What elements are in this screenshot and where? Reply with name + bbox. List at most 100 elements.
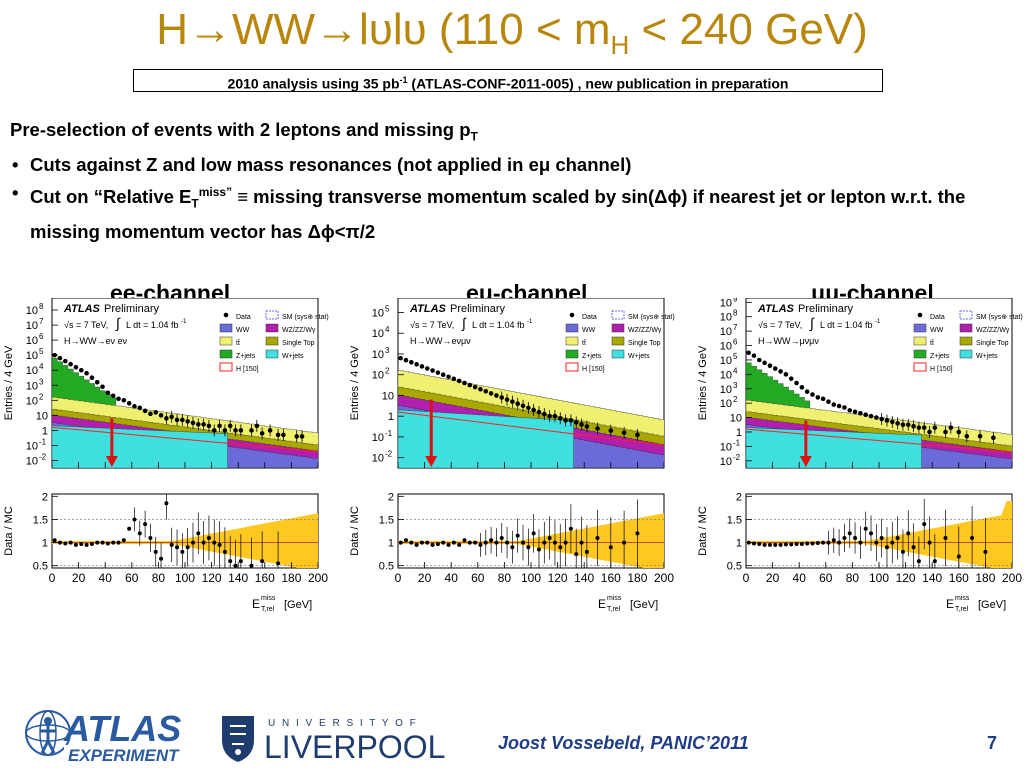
y-tick-label: 10 bbox=[372, 308, 384, 320]
ratio-point bbox=[810, 541, 815, 546]
x-tick-label: 0 bbox=[395, 571, 402, 585]
data-point bbox=[746, 350, 751, 356]
ratio-point bbox=[536, 547, 541, 552]
x-tick-label: 80 bbox=[152, 571, 166, 585]
ratio-point bbox=[595, 535, 600, 540]
y-tick-label: 10 bbox=[720, 298, 732, 309]
ratio-point bbox=[132, 517, 137, 522]
ratio-point bbox=[547, 535, 552, 540]
x-axis-unit: [GeV] bbox=[978, 599, 1006, 611]
ratio-point bbox=[956, 554, 961, 559]
y-tick-exponent: 3 bbox=[385, 346, 390, 355]
footer-author: Joost Vossebeld, PANIC’2011 bbox=[498, 733, 749, 753]
ratio-point bbox=[983, 549, 988, 554]
stack-group bbox=[398, 355, 664, 468]
ratio-y-axis-label: Data / MC bbox=[697, 506, 709, 556]
data-point bbox=[462, 380, 467, 386]
y-tick-label: 10 bbox=[730, 413, 742, 425]
legend-swatch bbox=[959, 323, 973, 333]
y-tick-label: 10 bbox=[26, 305, 38, 317]
x-tick-label: 160 bbox=[601, 571, 621, 585]
data-point bbox=[472, 384, 478, 390]
x-axis-label: E bbox=[252, 597, 260, 611]
ratio-point bbox=[837, 540, 842, 545]
ratio-point bbox=[890, 540, 895, 545]
data-point bbox=[467, 382, 473, 388]
x-tick-label: 200 bbox=[654, 571, 674, 585]
ratio-point bbox=[116, 540, 121, 545]
y-tick-label: 10 bbox=[372, 328, 384, 340]
y-tick-exponent: 6 bbox=[39, 332, 44, 341]
legend-label: Single Top bbox=[282, 340, 315, 347]
y-tick-exponent: 7 bbox=[733, 323, 738, 332]
legend-label: Data bbox=[582, 314, 597, 321]
ratio-point bbox=[169, 542, 174, 547]
legend-swatch bbox=[917, 312, 923, 318]
data-point bbox=[767, 363, 773, 369]
ratio-point bbox=[260, 559, 265, 564]
ratio-y-tick-label: 1 bbox=[42, 538, 48, 550]
x-axis-label: E bbox=[946, 597, 954, 611]
data-point bbox=[794, 380, 799, 386]
y-tick-exponent: 5 bbox=[733, 352, 738, 361]
ratio-point bbox=[922, 522, 927, 527]
data-point bbox=[89, 375, 95, 381]
y-tick-label: 10 bbox=[372, 370, 384, 382]
ratio-y-tick-label: 1 bbox=[736, 538, 742, 550]
legend-swatch bbox=[219, 323, 233, 333]
ratio-point bbox=[121, 538, 126, 543]
atlas-logo-text: ATLAS bbox=[63, 708, 181, 749]
ratio-y-tick-label: 1 bbox=[388, 538, 394, 550]
ratio-point bbox=[143, 522, 148, 527]
data-point bbox=[852, 409, 858, 415]
ratio-point bbox=[175, 545, 180, 550]
wjets-stack bbox=[398, 409, 664, 468]
integral-symbol: ∫ bbox=[461, 315, 467, 331]
y-tick-exponent: -2 bbox=[39, 452, 47, 461]
ratio-y-tick-label: 1.5 bbox=[379, 514, 394, 526]
data-point bbox=[419, 364, 425, 369]
y-tick-exponent: 6 bbox=[733, 338, 738, 347]
ratio-point bbox=[483, 540, 488, 545]
y-tick-exponent: 5 bbox=[385, 305, 390, 314]
legend-swatch bbox=[219, 349, 233, 359]
ratio-point bbox=[419, 540, 424, 545]
ratio-point bbox=[853, 535, 858, 540]
ratio-point bbox=[526, 545, 531, 550]
decay-label: H→WW→eνμν bbox=[410, 336, 471, 346]
cut-arrow-head bbox=[425, 456, 438, 467]
legend-swatch bbox=[611, 336, 625, 346]
ratio-point bbox=[137, 531, 142, 536]
ratio-point bbox=[63, 541, 68, 546]
ratio-point bbox=[489, 538, 494, 543]
ratio-point bbox=[584, 549, 589, 554]
data-point bbox=[815, 395, 821, 400]
data-point bbox=[874, 415, 879, 420]
x-tick-label: 20 bbox=[766, 571, 780, 585]
ratio-point bbox=[608, 545, 613, 550]
preselection-line: Pre-selection of events with 2 leptons a… bbox=[10, 119, 478, 144]
analysis-info-box: 2010 analysis using 35 pb-1 (ATLAS-CONF-… bbox=[133, 69, 883, 92]
data-point bbox=[488, 391, 494, 396]
preliminary-label: Preliminary bbox=[104, 303, 160, 315]
legend-label: tt̄ bbox=[582, 339, 586, 347]
ratio-point bbox=[826, 540, 831, 545]
legend-label: Single Top bbox=[976, 340, 1009, 347]
ratio-point bbox=[574, 552, 579, 557]
legend-label: Data bbox=[930, 314, 945, 321]
legend-swatch bbox=[565, 336, 579, 346]
ratio-y-tick-label: 0.5 bbox=[379, 561, 394, 573]
ratio-point bbox=[127, 526, 132, 531]
bullet-z-cut: • Cuts against Z and low mass resonances … bbox=[12, 153, 632, 175]
legend-label: Z+jets bbox=[582, 353, 602, 360]
ratio-point bbox=[148, 535, 153, 540]
y-tick-label: 10 bbox=[720, 355, 732, 367]
y-tick-exponent: 8 bbox=[39, 302, 44, 311]
x-tick-label: 60 bbox=[471, 571, 485, 585]
data-point bbox=[858, 410, 863, 416]
ratio-point bbox=[238, 559, 243, 564]
preliminary-label: Preliminary bbox=[798, 303, 854, 315]
decay-label: H→WW→μνμν bbox=[758, 336, 819, 346]
y-tick-label: 10 bbox=[372, 453, 384, 465]
ratio-point bbox=[430, 542, 435, 547]
